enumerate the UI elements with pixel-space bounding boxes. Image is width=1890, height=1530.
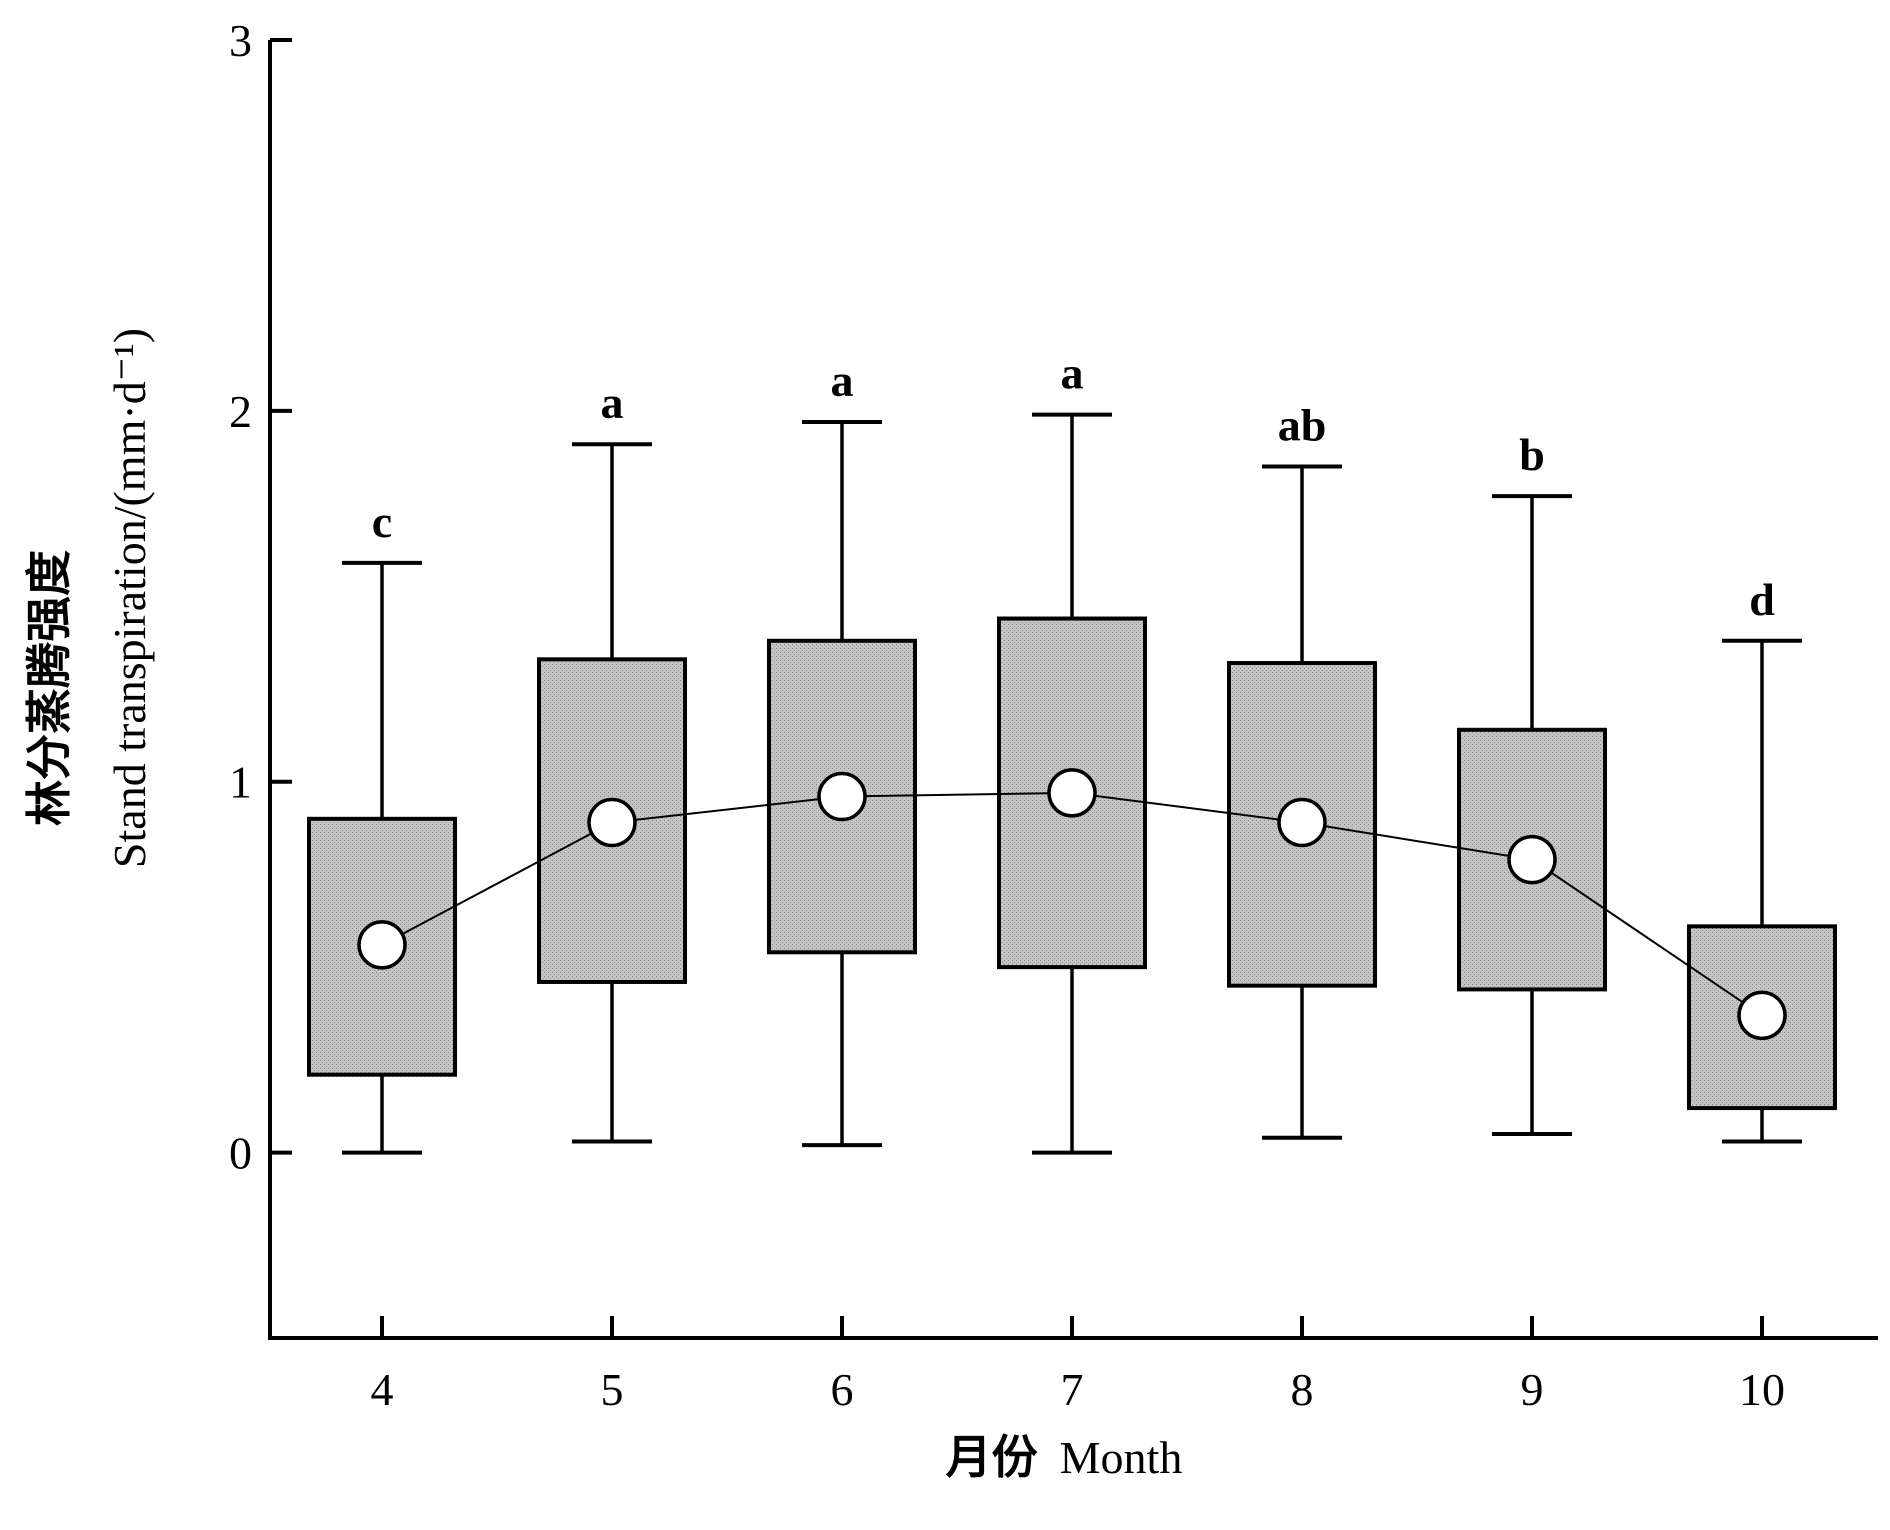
mean-marker <box>587 797 637 848</box>
x-tick-label: 5 <box>601 1364 624 1415</box>
mean-marker <box>817 771 867 822</box>
significance-letter: a <box>1061 348 1084 399</box>
y-axis-title-en: Stand transpiration/(mm·d⁻¹) <box>104 328 155 868</box>
x-tick-label: 9 <box>1521 1364 1544 1415</box>
x-tick-label: 7 <box>1061 1364 1084 1415</box>
x-axis-title-en: Month <box>1060 1432 1183 1483</box>
mean-marker <box>1507 834 1557 885</box>
significance-letter: d <box>1749 574 1775 625</box>
y-axis-title-cn: 林分蒸腾强度 <box>24 550 75 826</box>
x-axis-title-cn: 月份 <box>946 1432 1038 1483</box>
mean-marker <box>1277 797 1327 848</box>
significance-letter: ab <box>1278 399 1327 450</box>
mean-marker <box>1047 768 1097 818</box>
y-tick-label: 0 <box>229 1128 252 1179</box>
significance-letter: a <box>831 355 854 406</box>
mean-marker <box>1737 990 1787 1041</box>
significance-letter: b <box>1519 429 1545 480</box>
significance-letter: c <box>372 496 392 547</box>
x-tick-label: 8 <box>1291 1364 1314 1415</box>
y-tick-label: 2 <box>229 386 252 437</box>
significance-letter: a <box>601 377 624 428</box>
x-axis-title: 月份 Month <box>946 1432 1183 1483</box>
x-tick-label: 4 <box>371 1364 394 1415</box>
mean-marker <box>357 920 407 970</box>
x-tick-label: 10 <box>1739 1364 1785 1415</box>
x-tick-label: 6 <box>831 1364 854 1415</box>
y-tick-label: 3 <box>229 15 252 66</box>
y-tick-label: 1 <box>229 757 252 808</box>
